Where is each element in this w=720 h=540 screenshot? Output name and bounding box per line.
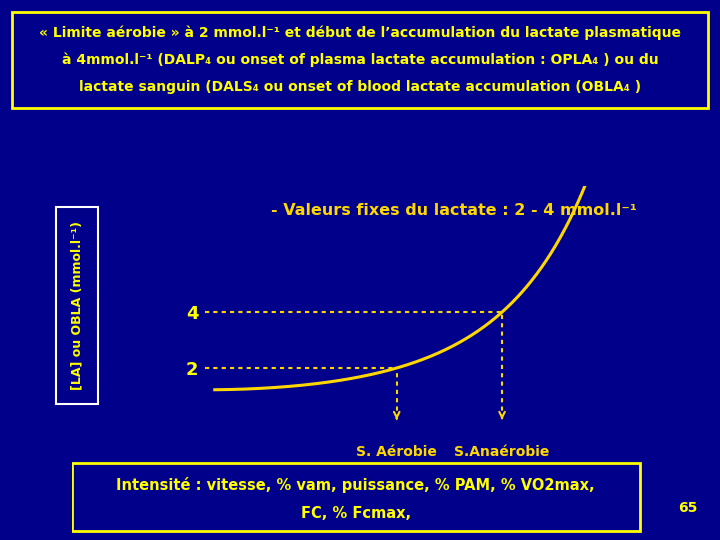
Text: Intensité : vitesse, % vam, puissance, % PAM, % VO2max,: Intensité : vitesse, % vam, puissance, %… xyxy=(117,477,595,492)
Text: - Valeurs fixes du lactate : 2 - 4 mmol.l⁻¹: - Valeurs fixes du lactate : 2 - 4 mmol.… xyxy=(271,203,637,218)
FancyBboxPatch shape xyxy=(72,463,640,531)
Text: S.Anaérobie: S.Anaérobie xyxy=(454,445,550,459)
Text: 65: 65 xyxy=(678,501,697,515)
Text: à 4mmol.l⁻¹ (DALP₄ ou onset of plasma lactate accumulation : OPLA₄ ) ou du: à 4mmol.l⁻¹ (DALP₄ ou onset of plasma la… xyxy=(62,53,658,67)
Text: [LA] ou OBLA (mmol.l⁻¹): [LA] ou OBLA (mmol.l⁻¹) xyxy=(71,221,84,389)
Text: S. Aérobie: S. Aérobie xyxy=(356,445,437,459)
Text: « Limite aérobie » à 2 mmol.l⁻¹ et début de l’accumulation du lactate plasmatiqu: « Limite aérobie » à 2 mmol.l⁻¹ et début… xyxy=(39,25,681,40)
FancyBboxPatch shape xyxy=(56,207,98,403)
FancyBboxPatch shape xyxy=(12,12,708,107)
Text: FC, % Fcmax,: FC, % Fcmax, xyxy=(301,507,411,521)
Text: lactate sanguin (DALS₄ ou onset of blood lactate accumulation (OBLA₄ ): lactate sanguin (DALS₄ ou onset of blood… xyxy=(79,80,641,94)
